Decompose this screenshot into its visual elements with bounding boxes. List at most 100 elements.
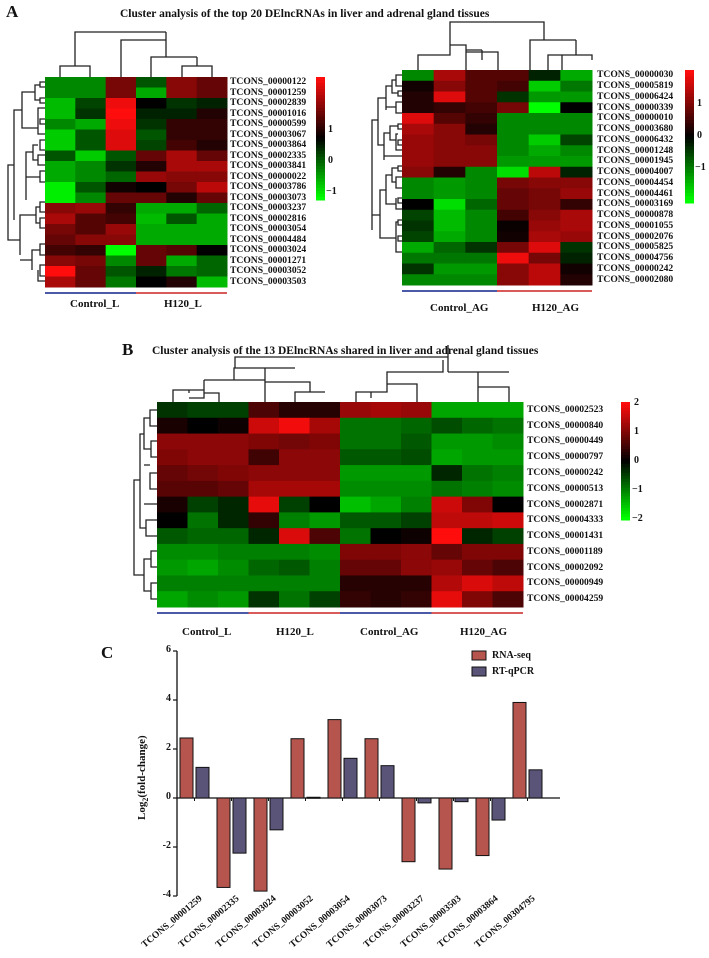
heatmap-cell xyxy=(248,575,280,592)
colorbar-segment xyxy=(316,160,325,164)
heatmap-cell xyxy=(370,449,402,466)
heatmap-cell xyxy=(465,188,498,200)
row-label: TCONS_00003786 xyxy=(230,181,307,193)
heatmap-cell xyxy=(433,188,466,200)
heatmap-cell xyxy=(340,591,371,608)
heatmap-cell xyxy=(528,209,561,221)
heatmap-cell xyxy=(465,123,498,135)
colorbar-segment xyxy=(316,156,325,161)
heatmap-cell xyxy=(196,77,228,88)
colorbar-segment xyxy=(621,431,630,435)
row-label: TCONS_00001431 xyxy=(527,530,604,542)
bar-rt-qpcr xyxy=(454,797,469,803)
row-label: TCONS_00000840 xyxy=(527,419,604,431)
heatmap-cell xyxy=(431,575,463,592)
heatmap-cell xyxy=(402,91,435,103)
heatmap-cell xyxy=(45,161,76,172)
colorbar-segment xyxy=(316,190,325,195)
colorbar-segment xyxy=(316,187,325,192)
panel-a-letter: A xyxy=(6,2,19,21)
heatmap-cell xyxy=(309,575,341,592)
heatmap-cell xyxy=(166,140,198,151)
bar-rna-seq xyxy=(512,701,527,799)
colorbar-segment xyxy=(621,402,630,406)
heatmap-cell xyxy=(401,402,432,419)
heatmap-cell xyxy=(75,213,107,225)
heatmap-cell xyxy=(196,150,228,162)
heatmap-cell xyxy=(105,203,137,214)
row-label: TCONS_00001248 xyxy=(597,144,674,156)
heatmap-cell xyxy=(166,182,198,193)
heatmap-cell xyxy=(401,465,432,482)
heatmap-cell xyxy=(45,182,76,193)
heatmap-cell xyxy=(157,559,188,576)
row-label: TCONS_00002816 xyxy=(230,212,307,224)
bar-rt-qpcr xyxy=(380,765,395,799)
heatmap-cell xyxy=(248,543,280,561)
legend-swatch xyxy=(471,666,487,677)
heatmap-cell xyxy=(560,242,593,254)
legend-label: RT-qPCR xyxy=(492,666,535,677)
heatmap-cell xyxy=(105,276,137,288)
heatmap-cell xyxy=(45,119,76,130)
heatmap-cell xyxy=(157,480,188,498)
colorbar-b-label-1: 1 xyxy=(634,426,639,437)
heatmap-cell xyxy=(402,242,435,254)
colorbar-segment xyxy=(685,116,694,121)
heatmap-cell xyxy=(402,102,435,114)
colorbar-segment xyxy=(685,199,694,204)
heatmap-cell xyxy=(157,449,188,466)
heatmap-cell xyxy=(462,402,493,419)
heatmap-cell xyxy=(218,449,249,466)
heatmap-cell xyxy=(497,274,530,286)
heatmap-cell xyxy=(248,465,280,482)
colorbar-segment xyxy=(621,446,630,450)
heatmap-cell xyxy=(431,528,463,545)
colorbar-b-label-minus1: −1 xyxy=(632,484,643,495)
heatmap-cell xyxy=(462,591,493,608)
row-label: TCONS_00003841 xyxy=(230,160,307,172)
heatmap-cell xyxy=(166,266,198,277)
heatmap-cell xyxy=(196,203,228,214)
heatmap-cell xyxy=(45,129,76,141)
heatmap-cell xyxy=(492,543,524,561)
heatmap-cell xyxy=(497,252,530,264)
row-label: TCONS_00000122 xyxy=(230,76,307,88)
row-label: TCONS_00000797 xyxy=(527,451,604,463)
heatmap-cell xyxy=(136,266,167,277)
panel-b-letter: B xyxy=(122,340,134,359)
heatmap-cell xyxy=(309,512,341,529)
bar-rt-qpcr xyxy=(269,797,284,831)
heatmap-cell xyxy=(433,156,466,168)
heatmap-cell xyxy=(528,123,561,135)
heatmap-cell xyxy=(309,543,341,561)
heatmap-cell xyxy=(528,91,561,103)
colorbar-segment xyxy=(621,463,630,468)
heatmap-cell xyxy=(248,591,280,608)
bar-rna-seq xyxy=(401,797,416,863)
heatmap-cell xyxy=(218,591,249,608)
heatmap-cell xyxy=(433,80,466,92)
heatmap-cell xyxy=(465,145,498,157)
colorbar-segment xyxy=(621,478,630,483)
heatmap-cell xyxy=(492,512,524,529)
heatmap-cell xyxy=(370,591,402,608)
heatmap-cell xyxy=(433,209,466,221)
heatmap-cell xyxy=(560,209,593,221)
row-label: TCONS_00005825 xyxy=(597,241,674,253)
heatmap-cell xyxy=(465,231,498,243)
heatmap-cell xyxy=(370,575,402,592)
bar-rna-seq xyxy=(438,797,453,870)
heatmap-cell xyxy=(136,192,167,204)
colorbar-segment xyxy=(316,123,325,127)
heatmap-cell xyxy=(136,213,167,225)
group-label-b-h120-l: H120_L xyxy=(276,626,314,638)
colorbar-segment xyxy=(685,153,694,157)
colorbar-segment xyxy=(685,133,694,137)
colorbar-segment xyxy=(621,452,630,456)
heatmap-cell xyxy=(560,113,593,125)
heatmap-cell xyxy=(402,220,435,232)
colorbar-segment xyxy=(685,146,694,151)
row-label: TCONS_00004756 xyxy=(597,252,674,264)
